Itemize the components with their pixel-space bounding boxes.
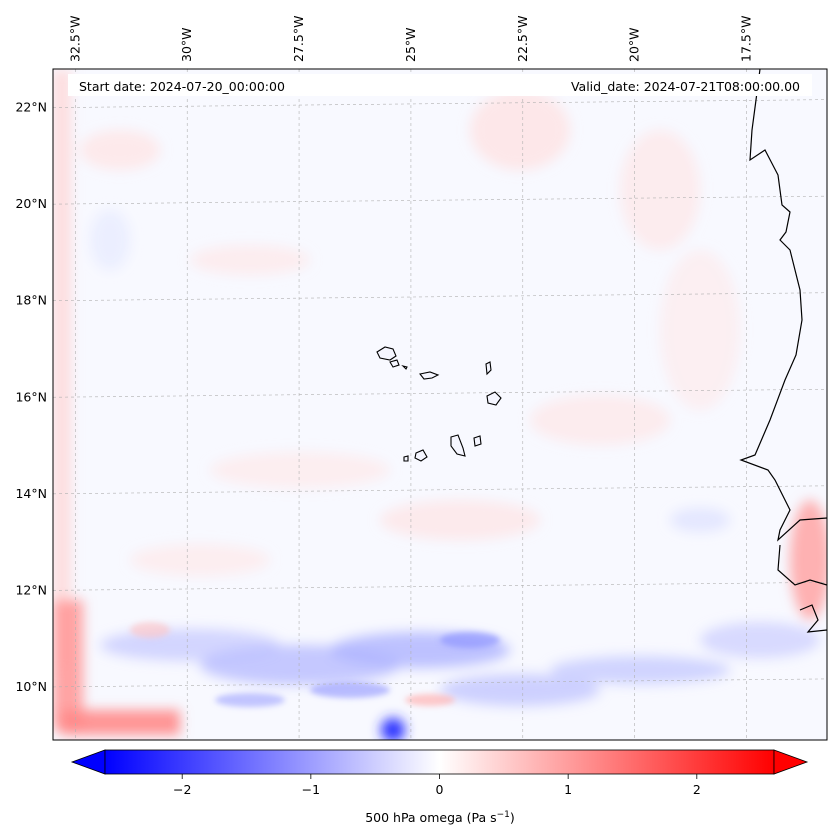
valid-date-label: Valid_date: 2024-07-21T08:00:00.00 xyxy=(571,79,800,94)
date-header-band xyxy=(68,74,812,96)
gridlines xyxy=(53,69,827,740)
island-santa-luzia xyxy=(401,364,408,370)
longitude-label: 32.5°W xyxy=(67,16,82,62)
island-fogo xyxy=(414,449,428,462)
island-boa-vista xyxy=(486,391,502,406)
longitude-label: 17.5°W xyxy=(738,16,753,62)
field-detail xyxy=(130,622,500,707)
longitude-label: 25°W xyxy=(403,27,418,62)
latitude-labels: 22°N 20°N 18°N 16°N 14°N 12°N 10°N xyxy=(15,100,47,694)
longitude-label: 27.5°W xyxy=(291,16,306,62)
latitude-label: 14°N xyxy=(15,486,47,501)
island-brava xyxy=(403,455,409,462)
colorbar-tick-label: −2 xyxy=(173,782,191,797)
longitude-label: 20°W xyxy=(627,27,642,62)
colorbar-extend-min xyxy=(70,749,106,775)
latitude-label: 18°N xyxy=(15,293,47,308)
longitude-labels: 32.5°W 30°W 27.5°W 25°W 22.5°W 20°W 17.5°W xyxy=(67,16,753,62)
latitude-label: 16°N xyxy=(15,389,47,404)
field-blobs xyxy=(53,70,827,740)
start-date-label: Start date: 2024-07-20_00:00:00 xyxy=(79,79,285,94)
latitude-label: 22°N xyxy=(15,100,47,115)
colorbar-tick-label: 0 xyxy=(436,782,444,797)
omega-field xyxy=(53,69,827,740)
longitude-label: 30°W xyxy=(179,27,194,62)
colorbar-title: 500 hPa omega (Pa s−1) xyxy=(365,810,515,825)
colorbar-tick-label: 1 xyxy=(564,782,572,797)
colorbar-ticks: −2 −1 0 1 2 xyxy=(173,774,701,797)
africa-coastline xyxy=(739,69,827,633)
latitude-label: 10°N xyxy=(15,679,47,694)
map-frame xyxy=(52,68,828,741)
latitude-label: 12°N xyxy=(15,582,47,597)
cape-verde-islands xyxy=(376,346,502,462)
longitude-label: 22.5°W xyxy=(515,16,530,62)
colorbar-gradient xyxy=(104,749,775,775)
island-sal xyxy=(485,361,492,376)
colorbar-tick-label: −1 xyxy=(302,782,320,797)
island-maio xyxy=(473,435,482,447)
colorbar-tick-label: 2 xyxy=(693,782,701,797)
island-sao-vicente xyxy=(389,359,400,368)
island-sao-nicolau xyxy=(419,371,440,380)
colorbar: −2 −1 0 1 2 500 hPa omega (Pa s−1) xyxy=(70,749,809,825)
colorbar-extend-max xyxy=(773,749,809,775)
latitude-label: 20°N xyxy=(15,196,47,211)
island-santiago xyxy=(450,434,466,457)
island-santo-antao xyxy=(376,346,397,361)
